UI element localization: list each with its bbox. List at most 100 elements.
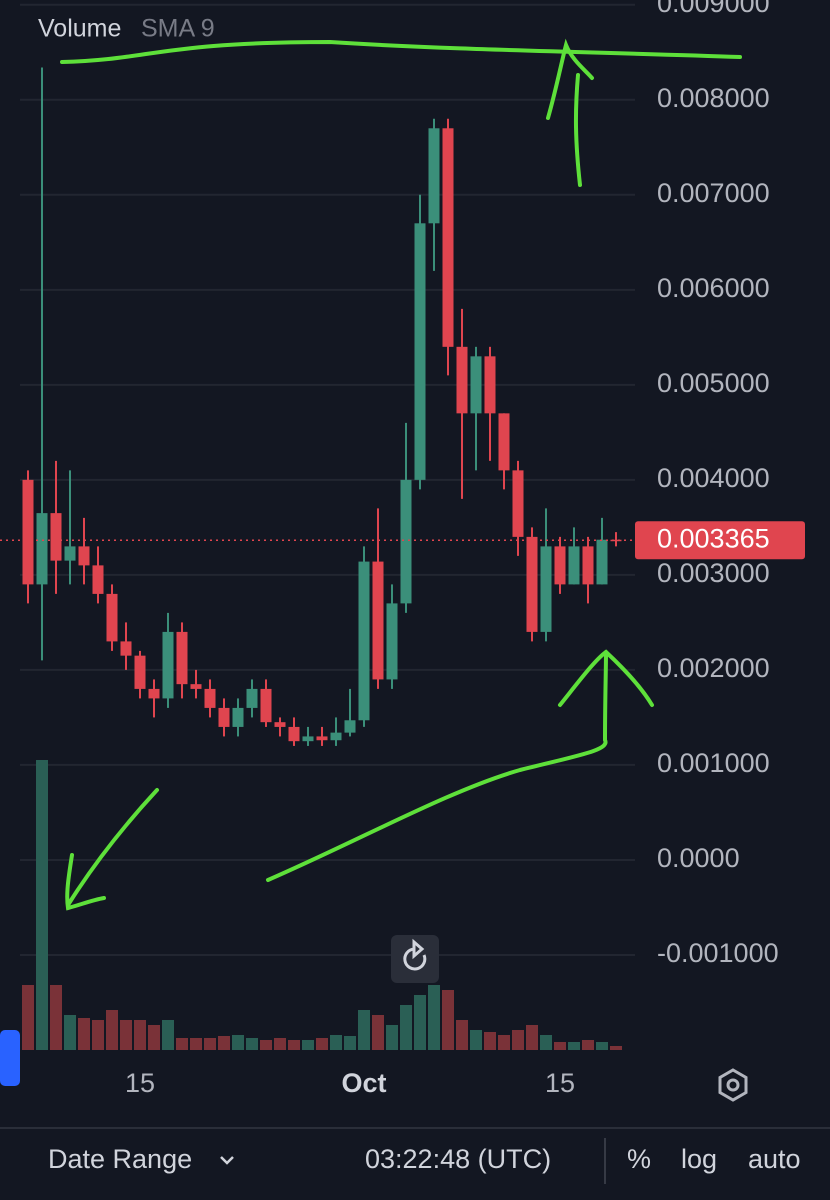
volume-bar bbox=[568, 1042, 580, 1050]
auto-button[interactable]: auto bbox=[748, 1144, 801, 1174]
candle-body bbox=[330, 732, 342, 741]
volume-bar bbox=[78, 1018, 90, 1050]
volume-bar bbox=[134, 1020, 146, 1050]
candle-body bbox=[498, 413, 510, 471]
reset-icon bbox=[403, 938, 427, 971]
volume-bar bbox=[316, 1038, 328, 1050]
candle-body bbox=[204, 688, 216, 708]
last-price-tag bbox=[635, 521, 805, 560]
x-tick-label: Oct bbox=[341, 1068, 386, 1098]
candle-body bbox=[526, 536, 538, 632]
candle-body bbox=[442, 128, 454, 347]
candle-body bbox=[288, 726, 300, 742]
candle-body bbox=[400, 479, 412, 604]
y-tick-label: 0.005000 bbox=[657, 368, 770, 398]
candle-body bbox=[484, 356, 496, 414]
volume-bar bbox=[302, 1040, 314, 1050]
volume-bar bbox=[414, 995, 426, 1050]
candle-body bbox=[64, 546, 76, 561]
volume-bar bbox=[106, 1010, 118, 1050]
volume-bar bbox=[218, 1036, 230, 1050]
candle-body bbox=[456, 346, 468, 414]
annotation-arrow bbox=[65, 788, 159, 911]
volume-bar bbox=[92, 1020, 104, 1050]
percent-button[interactable]: % bbox=[627, 1144, 651, 1174]
candle-body bbox=[316, 736, 328, 741]
volume-bar bbox=[582, 1040, 594, 1050]
candle-body bbox=[470, 356, 482, 414]
y-tick-label: 0.009000 bbox=[657, 0, 770, 18]
last-price-label: 0.003365 bbox=[657, 523, 770, 553]
side-tab[interactable] bbox=[0, 1030, 20, 1086]
volume-bar bbox=[36, 760, 48, 1050]
date-range-chevron bbox=[220, 1156, 234, 1165]
candle-body bbox=[36, 513, 48, 585]
x-tick-label: 15 bbox=[125, 1068, 155, 1098]
candle-body bbox=[372, 561, 384, 680]
log-button[interactable]: log bbox=[681, 1144, 717, 1174]
candle-body bbox=[218, 707, 230, 727]
candle-body bbox=[428, 128, 440, 224]
volume-bar bbox=[162, 1020, 174, 1050]
candle-body bbox=[106, 593, 118, 642]
candle-body bbox=[190, 684, 202, 689]
candle-body bbox=[414, 223, 426, 480]
x-tick-label: 15 bbox=[545, 1068, 575, 1098]
volume-bar bbox=[470, 1030, 482, 1050]
candle-body bbox=[232, 707, 244, 727]
reset-button[interactable] bbox=[391, 935, 439, 983]
candle-body bbox=[246, 688, 258, 708]
candle-body bbox=[92, 565, 104, 594]
settings-icon[interactable] bbox=[718, 1068, 748, 1102]
candle-body bbox=[568, 546, 580, 585]
candle-body bbox=[78, 546, 90, 566]
candle-body bbox=[582, 546, 594, 585]
candle-body bbox=[148, 688, 160, 699]
candle-body bbox=[554, 546, 566, 585]
annotation-line bbox=[60, 39, 742, 64]
volume-bar bbox=[512, 1030, 524, 1050]
volume-bar bbox=[50, 985, 62, 1050]
candle-body bbox=[274, 722, 286, 727]
volume-bar bbox=[232, 1035, 244, 1050]
volume-bar bbox=[330, 1035, 342, 1050]
volume-bar bbox=[484, 1032, 496, 1050]
volume-bar bbox=[596, 1042, 608, 1050]
candle-body bbox=[344, 720, 356, 733]
indicator-params: SMA 9 bbox=[141, 15, 215, 43]
candle-body bbox=[358, 561, 370, 721]
volume-bar bbox=[274, 1038, 286, 1050]
clock: 03:22:48 (UTC) bbox=[365, 1144, 551, 1174]
volume-bar bbox=[148, 1025, 160, 1050]
volume-bar bbox=[540, 1035, 552, 1050]
volume-bar bbox=[526, 1025, 538, 1050]
annotation-arrow bbox=[546, 38, 594, 187]
y-tick-label: 0.006000 bbox=[657, 273, 770, 303]
volume-bar bbox=[120, 1020, 132, 1050]
candle-body bbox=[50, 513, 62, 561]
volume-bar bbox=[344, 1036, 356, 1050]
candle-body bbox=[120, 641, 132, 656]
indicator-name: Volume bbox=[38, 15, 121, 43]
volume-bar bbox=[204, 1038, 216, 1050]
y-tick-label: 0.004000 bbox=[657, 463, 770, 493]
candle-body bbox=[176, 631, 188, 685]
volume-bar bbox=[22, 985, 34, 1050]
volume-bar bbox=[610, 1046, 622, 1050]
volume-bar bbox=[400, 1005, 412, 1050]
candle-body bbox=[134, 655, 146, 689]
volume-bar bbox=[260, 1040, 272, 1050]
volume-bar bbox=[498, 1035, 510, 1050]
y-tick-label: 0.008000 bbox=[657, 83, 770, 113]
volume-bar bbox=[64, 1015, 76, 1050]
volume-bar bbox=[442, 990, 454, 1050]
candle-body bbox=[540, 546, 552, 632]
settings-icon-dot bbox=[726, 1078, 740, 1092]
date-range-button[interactable]: Date Range bbox=[48, 1144, 192, 1174]
volume-bar bbox=[358, 1010, 370, 1050]
candle-body bbox=[162, 631, 174, 699]
candle-body bbox=[302, 736, 314, 742]
volume-bar bbox=[372, 1015, 384, 1050]
